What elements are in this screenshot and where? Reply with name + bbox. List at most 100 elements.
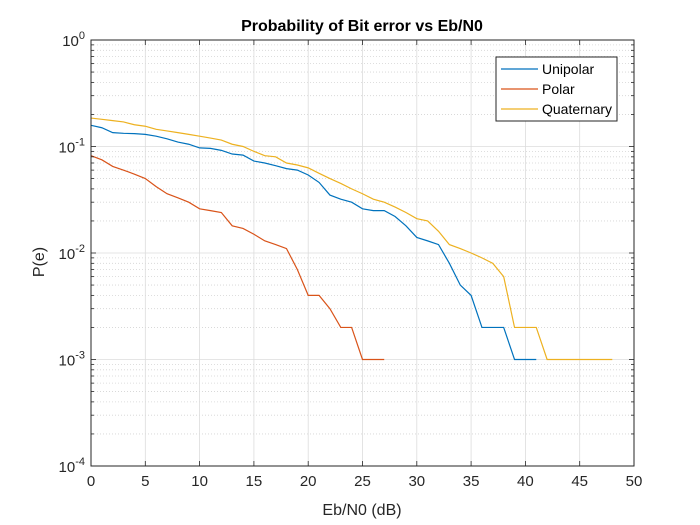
data-point-quaternary: [612, 359, 613, 360]
data-point-quaternary: [384, 202, 385, 203]
data-point-polar: [264, 240, 265, 241]
x-tick-label: 30: [408, 473, 425, 490]
x-tick-label: 20: [300, 473, 317, 490]
data-point-quaternary: [329, 178, 330, 179]
data-point-quaternary: [101, 119, 102, 120]
data-point-unipolar: [405, 225, 406, 226]
data-point-quaternary: [525, 327, 526, 328]
data-point-unipolar: [308, 174, 309, 175]
data-point-polar: [351, 327, 352, 328]
data-point-unipolar: [123, 133, 124, 134]
data-point-quaternary: [449, 244, 450, 245]
y-axis-label: P(e): [31, 247, 48, 277]
data-point-unipolar: [416, 237, 417, 238]
legend: Unipolar Polar Quaternary: [495, 56, 618, 122]
data-point-quaternary: [156, 129, 157, 130]
data-point-unipolar: [253, 160, 254, 161]
series-polar: [90, 155, 385, 361]
series-line-polar: [90, 155, 385, 361]
data-point-unipolar: [286, 168, 287, 169]
data-point-polar: [232, 225, 233, 226]
data-point-unipolar: [242, 155, 243, 156]
data-point-quaternary: [557, 359, 558, 360]
data-point-polar: [101, 159, 102, 160]
data-point-quaternary: [253, 151, 254, 152]
data-point-quaternary: [471, 252, 472, 253]
data-point-unipolar: [492, 327, 493, 328]
data-point-quaternary: [308, 167, 309, 168]
data-point-quaternary: [134, 124, 135, 125]
data-point-polar: [318, 295, 319, 296]
data-point-unipolar: [156, 136, 157, 137]
data-point-unipolar: [112, 132, 113, 133]
data-point-unipolar: [264, 162, 265, 163]
data-point-polar: [145, 178, 146, 179]
x-tick-label: 40: [517, 473, 534, 490]
data-point-unipolar: [275, 165, 276, 166]
data-point-quaternary: [405, 212, 406, 213]
data-point-quaternary: [416, 218, 417, 219]
data-point-polar: [297, 269, 298, 270]
data-point-quaternary: [536, 327, 537, 328]
series-unipolar: [90, 124, 537, 361]
data-point-polar: [340, 327, 341, 328]
data-point-unipolar: [221, 150, 222, 151]
legend-label-quaternary: Quaternary: [542, 101, 612, 117]
data-point-unipolar: [536, 359, 537, 360]
x-tick-label: 0: [87, 473, 95, 490]
x-tick-label: 25: [354, 473, 371, 490]
data-point-unipolar: [481, 327, 482, 328]
series-layer: [90, 117, 613, 361]
data-point-unipolar: [449, 263, 450, 264]
data-point-unipolar: [134, 133, 135, 134]
data-point-polar: [308, 295, 309, 296]
data-point-quaternary: [590, 359, 591, 360]
data-point-unipolar: [340, 199, 341, 200]
data-point-polar: [221, 212, 222, 213]
data-point-polar: [156, 186, 157, 187]
data-point-polar: [373, 359, 374, 360]
data-point-quaternary: [514, 327, 515, 328]
x-tick-label: 50: [626, 473, 643, 490]
data-point-unipolar: [438, 244, 439, 245]
data-point-unipolar: [362, 208, 363, 209]
data-point-unipolar: [232, 153, 233, 154]
data-point-quaternary: [503, 276, 504, 277]
data-point-quaternary: [601, 359, 602, 360]
data-point-polar: [177, 197, 178, 198]
axis-ticks: [90, 39, 635, 467]
data-point-polar: [253, 234, 254, 235]
x-tick-label: 10: [191, 473, 208, 490]
data-point-unipolar: [373, 210, 374, 211]
data-point-quaternary: [481, 257, 482, 258]
data-point-polar: [199, 208, 200, 209]
data-point-polar: [384, 359, 385, 360]
data-point-quaternary: [177, 132, 178, 133]
data-point-unipolar: [199, 147, 200, 148]
data-point-polar: [242, 228, 243, 229]
data-point-unipolar: [460, 284, 461, 285]
data-point-polar: [286, 248, 287, 249]
data-point-quaternary: [188, 134, 189, 135]
data-point-quaternary: [275, 156, 276, 157]
data-point-unipolar: [101, 127, 102, 128]
data-point-quaternary: [318, 173, 319, 174]
data-point-unipolar: [210, 148, 211, 149]
data-point-unipolar: [166, 138, 167, 139]
data-point-polar: [362, 359, 363, 360]
data-point-unipolar: [351, 202, 352, 203]
data-point-quaternary: [242, 146, 243, 147]
x-axis-label: Eb/N0 (dB): [322, 502, 401, 519]
data-point-quaternary: [112, 120, 113, 121]
data-point-quaternary: [438, 231, 439, 232]
minor-grid: [91, 44, 634, 435]
data-point-quaternary: [568, 359, 569, 360]
data-point-quaternary: [199, 136, 200, 137]
x-tick-label: 45: [571, 473, 588, 490]
data-point-quaternary: [579, 359, 580, 360]
data-point-polar: [112, 166, 113, 167]
data-point-quaternary: [264, 155, 265, 156]
data-point-unipolar: [525, 359, 526, 360]
data-point-quaternary: [460, 248, 461, 249]
